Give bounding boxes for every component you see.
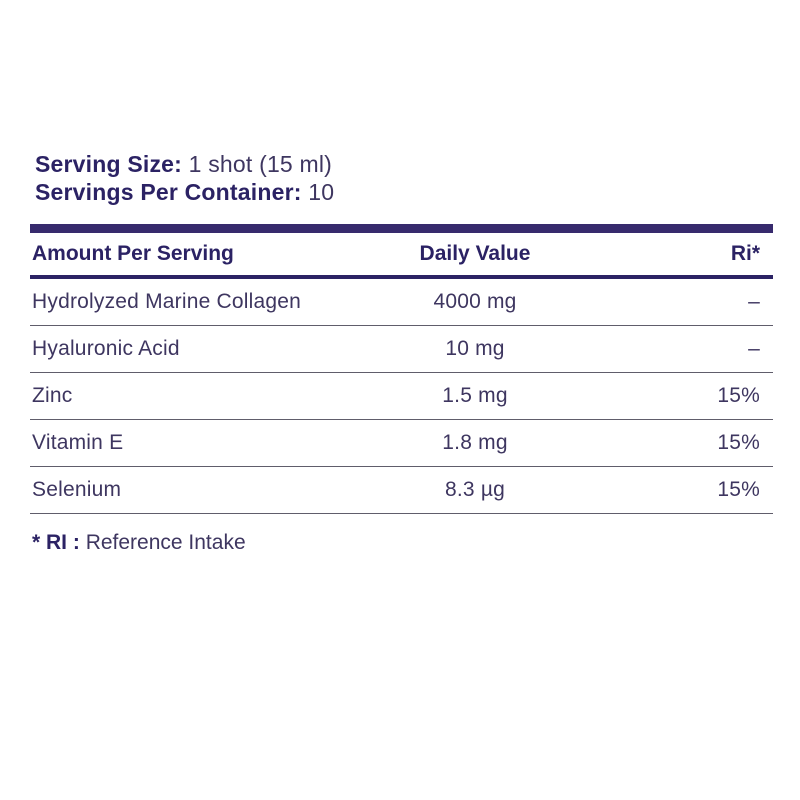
ingredient-amount: 8.3 µg <box>444 478 506 501</box>
ingredient-ri: 15% <box>717 478 760 501</box>
serving-size-label: Serving Size: <box>35 151 183 177</box>
ingredient-amount: 4000 mg <box>433 290 517 313</box>
ingredient-ri: 15% <box>717 431 760 454</box>
ingredient-name: Selenium <box>32 478 122 501</box>
footnote-value: Reference Intake <box>85 531 246 554</box>
reference-intake-footnote: * RI : Reference Intake <box>30 514 773 555</box>
header-daily-value: Daily Value <box>419 242 531 265</box>
servings-per-container-label: Servings Per Container: <box>35 179 302 205</box>
serving-info: Serving Size: 1 shot (15 ml) Servings Pe… <box>30 150 773 206</box>
ingredient-amount: 1.8 mg <box>442 431 508 454</box>
ingredient-amount: 1.5 mg <box>442 384 508 407</box>
serving-size-value: 1 shot (15 ml) <box>188 151 333 177</box>
header-ri: Ri* <box>730 242 760 265</box>
servings-per-container-value: 10 <box>308 179 335 205</box>
table-header-row: Amount Per Serving Daily Value Ri* <box>30 233 773 279</box>
ingredient-ri: – <box>748 337 760 360</box>
table-row: Zinc 1.5 mg 15% <box>30 373 773 420</box>
ingredient-name: Vitamin E <box>32 431 124 454</box>
serving-size-line: Serving Size: 1 shot (15 ml) <box>35 150 773 178</box>
servings-per-container-line: Servings Per Container: 10 <box>35 178 773 206</box>
footnote-label: * RI : <box>32 531 80 554</box>
ingredient-ri: 15% <box>717 384 760 407</box>
ingredient-name: Zinc <box>32 384 73 407</box>
ingredient-amount: 10 mg <box>445 337 505 360</box>
ingredient-name: Hyaluronic Acid <box>32 337 180 360</box>
ingredient-ri: – <box>748 290 760 313</box>
table-row: Selenium 8.3 µg 15% <box>30 467 773 514</box>
header-amount-per-serving: Amount Per Serving <box>32 242 234 265</box>
supplement-facts-panel: Serving Size: 1 shot (15 ml) Servings Pe… <box>30 150 773 555</box>
top-divider-bar <box>30 224 773 233</box>
table-row: Hyaluronic Acid 10 mg – <box>30 326 773 373</box>
table-row: Hydrolyzed Marine Collagen 4000 mg – <box>30 279 773 326</box>
ingredient-name: Hydrolyzed Marine Collagen <box>32 290 301 313</box>
table-row: Vitamin E 1.8 mg 15% <box>30 420 773 467</box>
